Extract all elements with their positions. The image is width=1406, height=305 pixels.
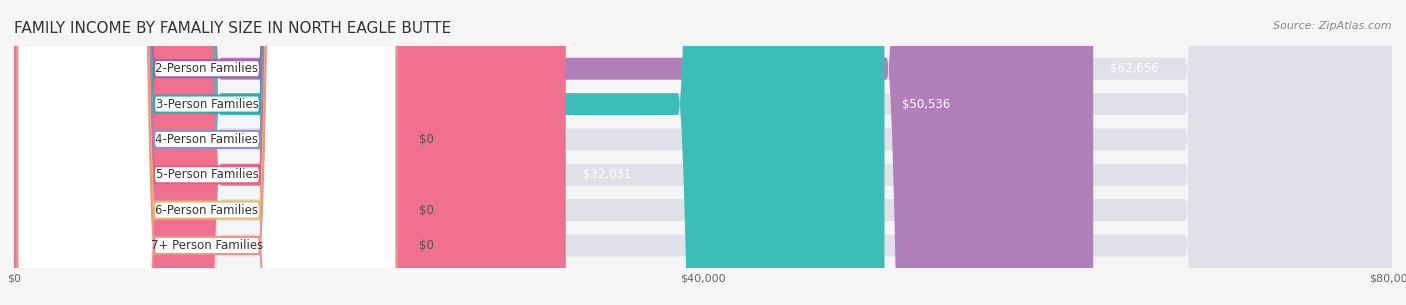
Text: $0: $0 [419, 133, 433, 146]
FancyBboxPatch shape [17, 0, 396, 305]
FancyBboxPatch shape [14, 0, 1392, 305]
FancyBboxPatch shape [14, 0, 1094, 305]
Text: 4-Person Families: 4-Person Families [156, 133, 259, 146]
FancyBboxPatch shape [14, 0, 1392, 305]
FancyBboxPatch shape [17, 0, 396, 305]
FancyBboxPatch shape [14, 0, 565, 305]
FancyBboxPatch shape [17, 0, 396, 305]
Text: $62,656: $62,656 [1111, 62, 1159, 75]
Text: 2-Person Families: 2-Person Families [156, 62, 259, 75]
FancyBboxPatch shape [14, 0, 1392, 305]
Text: 5-Person Families: 5-Person Families [156, 168, 259, 181]
FancyBboxPatch shape [14, 0, 1392, 305]
FancyBboxPatch shape [17, 0, 396, 305]
Text: 3-Person Families: 3-Person Families [156, 98, 259, 111]
FancyBboxPatch shape [14, 0, 1392, 305]
Text: $50,536: $50,536 [901, 98, 950, 111]
Text: $0: $0 [419, 203, 433, 217]
Text: 6-Person Families: 6-Person Families [156, 203, 259, 217]
FancyBboxPatch shape [17, 0, 396, 305]
Text: 7+ Person Families: 7+ Person Families [150, 239, 263, 252]
Text: FAMILY INCOME BY FAMALIY SIZE IN NORTH EAGLE BUTTE: FAMILY INCOME BY FAMALIY SIZE IN NORTH E… [14, 21, 451, 36]
FancyBboxPatch shape [17, 0, 396, 305]
Text: Source: ZipAtlas.com: Source: ZipAtlas.com [1274, 21, 1392, 31]
FancyBboxPatch shape [14, 0, 884, 305]
FancyBboxPatch shape [14, 0, 1392, 305]
Text: $32,031: $32,031 [583, 168, 631, 181]
Text: $0: $0 [419, 239, 433, 252]
